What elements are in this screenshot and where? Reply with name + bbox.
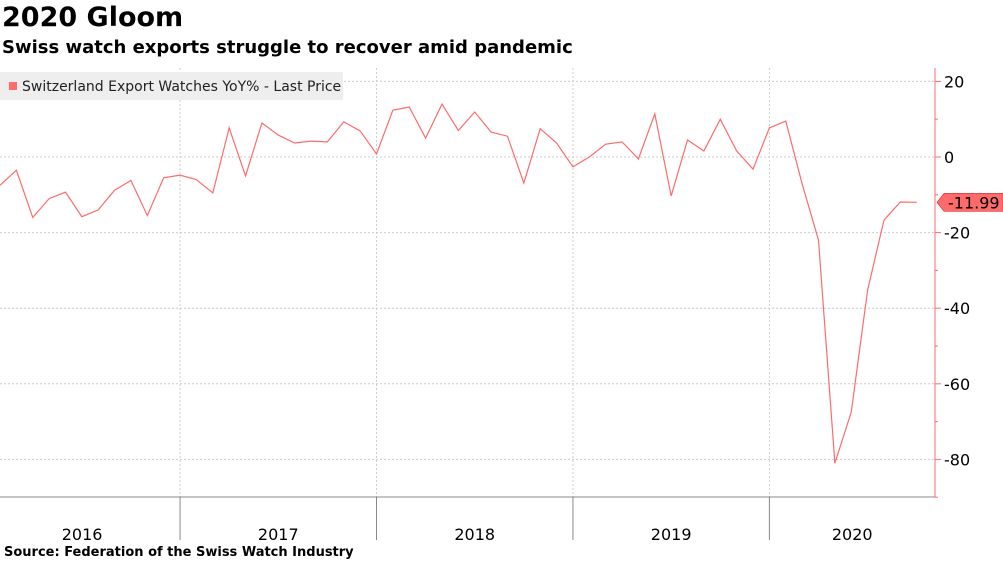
y-tick-label: -80	[944, 450, 970, 469]
x-tick-label: 2017	[258, 525, 299, 544]
x-tick-label: 2018	[454, 525, 495, 544]
y-tick-label: -20	[944, 224, 970, 243]
x-tick-label: 2020	[832, 525, 873, 544]
legend-box	[0, 72, 343, 100]
x-tick-label: 2016	[62, 525, 103, 544]
series-line	[0, 102, 917, 464]
y-tick-label: 20	[944, 72, 964, 91]
chart-subtitle: Swiss watch exports struggle to recover …	[2, 37, 573, 58]
x-tick-label: 2019	[651, 525, 692, 544]
y-tick-label: 0	[944, 148, 954, 167]
last-value-marker	[936, 193, 1003, 212]
chart-title: 2020 Gloom	[2, 2, 184, 33]
y-tick-label: -60	[944, 375, 970, 394]
legend-label: Switzerland Export Watches YoY% - Last P…	[22, 79, 341, 95]
y-tick-label: -40	[944, 299, 970, 318]
legend-swatch	[9, 82, 17, 90]
last-value-label: -11.99	[948, 193, 1000, 212]
source-note: Source: Federation of the Swiss Watch In…	[4, 545, 354, 560]
